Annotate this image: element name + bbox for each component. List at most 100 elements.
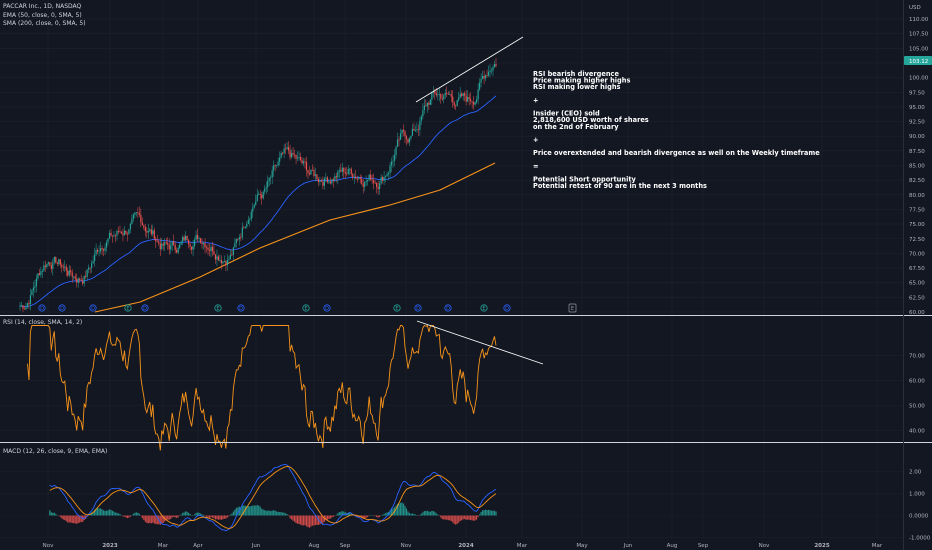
annotation-line: on the 2nd of February bbox=[533, 123, 619, 131]
candle-body bbox=[190, 246, 193, 250]
macd-hist-bar bbox=[273, 510, 275, 516]
macd-hist-bar bbox=[319, 515, 321, 525]
annotation-line: Potential Short opportunity bbox=[533, 176, 636, 184]
macd-hist-bar bbox=[195, 512, 197, 516]
macd-hist-bar bbox=[277, 511, 279, 516]
candle-body bbox=[255, 201, 257, 205]
sma-path bbox=[94, 162, 496, 313]
event-marker-label: D bbox=[416, 306, 420, 312]
macd-hist-bar bbox=[458, 515, 460, 523]
macd-hist-bar bbox=[123, 515, 126, 517]
candle-body bbox=[355, 176, 357, 179]
candle-body bbox=[59, 259, 61, 265]
time-tick-label: Nov bbox=[43, 543, 54, 549]
candle-body bbox=[110, 232, 112, 236]
candle-body bbox=[182, 237, 184, 242]
candle-body bbox=[386, 174, 388, 177]
candle-body bbox=[185, 235, 187, 241]
candle-body bbox=[237, 239, 239, 241]
candle-body bbox=[192, 245, 194, 250]
candle-body bbox=[102, 249, 105, 251]
candle-body bbox=[61, 264, 63, 267]
time-axis[interactable]: Nov 2023 Mar Apr Jun Aug Sep Nov 2024 Mar May Jun Au… bbox=[43, 543, 883, 549]
macd-hist-bar bbox=[201, 514, 203, 516]
candle-body bbox=[290, 153, 293, 158]
candle-body bbox=[431, 92, 433, 100]
price-trend-segment bbox=[415, 36, 524, 103]
macd-hist-bar bbox=[96, 508, 99, 516]
ema-legend[interactable]: EMA (50, close, 0, SMA, 5) bbox=[3, 12, 82, 19]
candle-body bbox=[43, 265, 45, 271]
candle-body bbox=[289, 150, 291, 158]
candle-body bbox=[402, 129, 405, 132]
candle-body bbox=[316, 174, 318, 179]
macd-hist-bar bbox=[122, 515, 124, 517]
macd-hist-bar bbox=[216, 515, 218, 520]
macd-hist-bar bbox=[422, 512, 424, 516]
candle-body bbox=[371, 179, 373, 181]
macd-hist-bar bbox=[340, 511, 342, 516]
event-marker-label: D bbox=[325, 306, 329, 312]
macd-pane[interactable]: MACD (12, 26, close, 9, EMA, EMA) bbox=[3, 448, 497, 532]
candle-body bbox=[29, 295, 32, 305]
time-tick-label: Sep bbox=[698, 543, 709, 549]
macd-hist-bar bbox=[476, 515, 478, 520]
macd-hist-bar bbox=[243, 505, 245, 516]
macd-hist-bar bbox=[234, 509, 236, 516]
macd-hist-bar bbox=[125, 515, 127, 518]
rsi-legend[interactable]: RSI (14, close, SMA, 14, 2) bbox=[3, 319, 82, 326]
macd-hist-bar bbox=[138, 513, 140, 516]
macd-hist-bar bbox=[141, 515, 143, 519]
macd-hist-bar bbox=[286, 514, 288, 516]
candle-body bbox=[423, 105, 425, 111]
candle-body bbox=[58, 259, 60, 264]
price-trendline[interactable] bbox=[415, 36, 524, 103]
candle-body bbox=[195, 234, 197, 240]
price-axis[interactable]: USD 110.00107.50105.00102.50100.0097.509… bbox=[903, 0, 932, 550]
candle-body bbox=[62, 266, 64, 268]
rsi-trendline[interactable] bbox=[416, 320, 544, 365]
time-tick-label: Jun bbox=[251, 543, 261, 549]
macd-legend[interactable]: MACD (12, 26, close, 9, EMA, EMA) bbox=[3, 448, 107, 455]
candle-body bbox=[40, 271, 42, 276]
macd-hist-bar bbox=[152, 515, 154, 523]
symbol-legend[interactable]: PACCAR Inc., 1D, NASDAQ bbox=[3, 3, 82, 10]
macd-hist-bar bbox=[64, 515, 66, 521]
macd-hist-bar bbox=[193, 514, 196, 516]
macd-hist-bar bbox=[95, 508, 97, 516]
candle-body bbox=[98, 251, 100, 253]
candle-body bbox=[94, 254, 96, 262]
macd-hist-bar bbox=[104, 510, 106, 516]
candle-body bbox=[352, 174, 354, 178]
sma-legend[interactable]: SMA (200, close, 0, SMA, 5) bbox=[3, 20, 86, 27]
candle-body bbox=[19, 306, 21, 308]
candle-body bbox=[440, 93, 442, 99]
macd-hist-bar bbox=[134, 512, 136, 516]
macd-hist-bar bbox=[296, 515, 299, 524]
macd-hist-bar bbox=[250, 505, 252, 516]
candle-body bbox=[293, 154, 296, 156]
macd-hist-bar bbox=[150, 515, 152, 524]
time-tick-label: 2025 bbox=[814, 543, 829, 549]
candle-body bbox=[149, 229, 151, 231]
candle-body bbox=[295, 155, 297, 159]
rsi-pane[interactable]: RSI (14, close, SMA, 14, 2) bbox=[3, 319, 544, 451]
candle-body bbox=[420, 116, 422, 121]
candle-body bbox=[387, 172, 390, 175]
macd-hist-bar bbox=[222, 515, 224, 520]
candle-body bbox=[395, 147, 397, 156]
candle-body bbox=[325, 177, 327, 179]
macd-lines bbox=[49, 464, 497, 532]
candle-body bbox=[37, 273, 39, 279]
macd-hist-bar bbox=[161, 515, 163, 524]
macd-hist-bar bbox=[91, 512, 93, 516]
event-marker-label: D bbox=[40, 306, 44, 312]
macd-hist-bar bbox=[232, 511, 234, 516]
macd-hist-bar bbox=[246, 505, 248, 516]
candle-body bbox=[99, 248, 102, 252]
candle-body bbox=[340, 170, 342, 172]
